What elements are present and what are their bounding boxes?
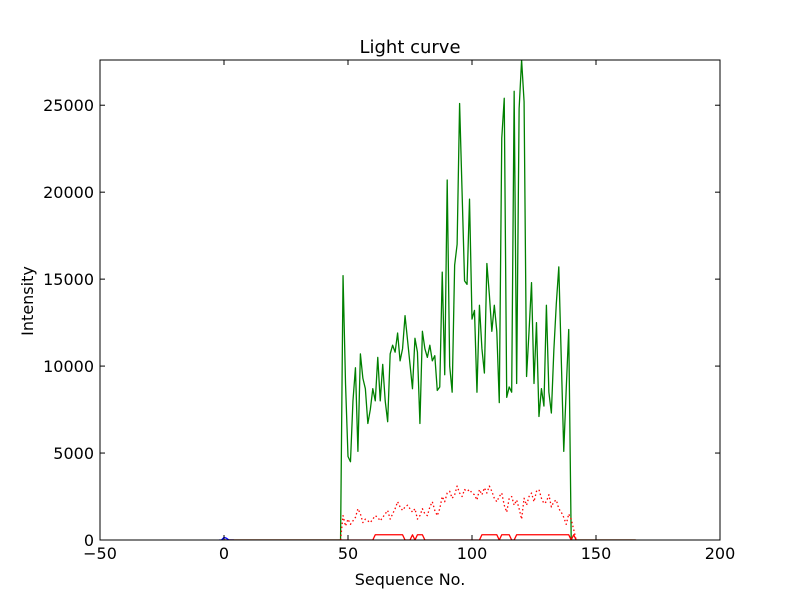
y-tick-label: 15000 <box>43 270 94 289</box>
y-tick-label: 10000 <box>43 357 94 376</box>
x-tick-label: 200 <box>705 544 736 563</box>
x-tick-label: −50 <box>83 544 117 563</box>
x-tick-label: 150 <box>581 544 612 563</box>
x-tick-label: 0 <box>219 544 229 563</box>
y-axis-ticks: 0 5000 10000 15000 20000 25000 <box>43 96 720 550</box>
x-axis-ticks: −50 0 50 100 150 200 <box>83 60 735 563</box>
x-axis-label: Sequence No. <box>355 570 466 589</box>
plot-frame <box>99 59 721 541</box>
series-line-1 <box>339 485 577 540</box>
series-line-3 <box>219 536 234 540</box>
y-tick-label: 25000 <box>43 96 94 115</box>
y-tick-label: 5000 <box>53 444 94 463</box>
chart-title: Light curve <box>359 37 460 58</box>
series-line-0 <box>224 60 636 540</box>
y-tick-label: 20000 <box>43 183 94 202</box>
plot-area <box>219 60 636 540</box>
y-tick-label: 0 <box>84 531 94 550</box>
series-group <box>219 60 636 540</box>
x-tick-label: 100 <box>457 544 488 563</box>
series-line-2 <box>224 534 636 540</box>
y-axis-label: Intensity <box>18 266 37 336</box>
x-tick-label: 50 <box>338 544 358 563</box>
